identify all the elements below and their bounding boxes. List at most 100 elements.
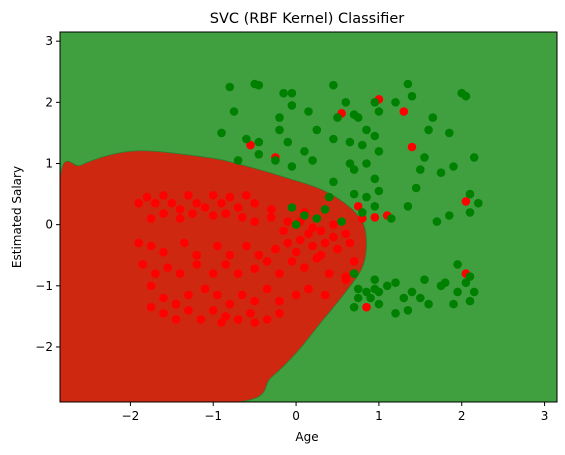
data-point: [175, 205, 185, 214]
plot-area: [60, 32, 557, 402]
data-point: [353, 284, 363, 294]
data-point: [407, 287, 417, 297]
y-axis-ticks: −2 −1 0 1 2 3: [35, 34, 60, 354]
data-point: [221, 312, 230, 321]
data-point: [374, 287, 384, 297]
data-point: [333, 113, 342, 122]
data-point: [146, 241, 156, 251]
data-point: [287, 203, 297, 212]
data-point: [374, 107, 384, 116]
y-tick-label: −2: [35, 340, 53, 354]
data-point: [279, 226, 288, 236]
data-point: [407, 142, 417, 152]
data-point: [175, 269, 185, 278]
data-point: [271, 244, 280, 254]
data-point: [171, 315, 181, 324]
data-point: [370, 202, 380, 211]
data-point: [349, 189, 359, 199]
data-point: [250, 217, 259, 226]
data-point: [283, 217, 293, 226]
data-point: [461, 197, 471, 206]
data-point: [358, 140, 367, 150]
data-point: [366, 293, 375, 303]
data-point: [403, 202, 413, 211]
data-point: [246, 309, 255, 318]
data-point: [262, 315, 272, 324]
data-point: [312, 214, 322, 223]
data-point: [341, 229, 351, 239]
data-point: [465, 272, 475, 281]
data-point: [469, 153, 479, 162]
data-point: [349, 269, 359, 278]
data-point: [237, 213, 247, 222]
data-point: [291, 247, 301, 257]
data-point: [146, 214, 156, 223]
data-point: [159, 191, 168, 200]
data-point: [304, 107, 313, 116]
data-point: [233, 269, 243, 278]
data-point: [275, 113, 284, 122]
data-point: [370, 98, 380, 107]
data-point: [337, 217, 346, 226]
data-point: [341, 98, 351, 107]
data-point: [461, 91, 471, 101]
y-tick-label: 0: [45, 218, 53, 232]
data-point: [416, 165, 425, 174]
data-point: [374, 186, 384, 196]
data-point: [391, 309, 400, 318]
data-point: [469, 287, 479, 297]
data-point: [341, 275, 351, 285]
data-point: [300, 263, 309, 272]
data-point: [420, 275, 429, 285]
data-point: [180, 238, 189, 248]
x-tick-label: 1: [375, 409, 383, 423]
data-point: [370, 131, 380, 141]
data-point: [362, 159, 371, 168]
data-point: [138, 260, 148, 269]
data-point: [428, 113, 438, 122]
data-point: [312, 125, 322, 135]
data-point: [266, 213, 276, 222]
data-point: [362, 302, 371, 312]
data-point: [416, 293, 425, 303]
data-point: [192, 198, 201, 208]
data-point: [151, 269, 160, 278]
data-point: [362, 125, 371, 135]
x-tick-label: 0: [292, 409, 300, 423]
data-point: [283, 238, 293, 248]
data-point: [254, 137, 264, 147]
data-point: [208, 306, 218, 315]
data-point: [254, 150, 264, 159]
data-point: [465, 189, 475, 199]
data-point: [151, 198, 160, 208]
data-point: [287, 162, 297, 171]
data-point: [399, 293, 409, 303]
data-point: [329, 232, 338, 242]
data-point: [171, 299, 181, 309]
data-point: [345, 238, 355, 248]
data-point: [163, 263, 172, 272]
data-point: [358, 208, 367, 217]
data-point: [424, 299, 433, 309]
x-axis-ticks: −2 −1 0 1 2 3: [122, 402, 549, 423]
data-point: [217, 318, 226, 327]
data-point: [246, 140, 255, 150]
data-point: [465, 296, 475, 306]
data-point: [304, 229, 313, 239]
data-point: [420, 153, 429, 162]
data-point: [213, 290, 222, 300]
data-point: [159, 209, 168, 218]
data-point: [262, 284, 272, 294]
y-tick-label: 3: [45, 34, 53, 48]
data-point: [399, 107, 409, 116]
data-point: [324, 269, 334, 278]
data-point: [424, 125, 433, 135]
data-point: [242, 134, 251, 144]
data-point: [250, 198, 259, 208]
x-tick-label: 3: [541, 409, 549, 423]
plot-frame: [59, 31, 558, 403]
data-point: [213, 241, 222, 251]
data-point: [465, 208, 475, 217]
data-point: [242, 191, 251, 200]
